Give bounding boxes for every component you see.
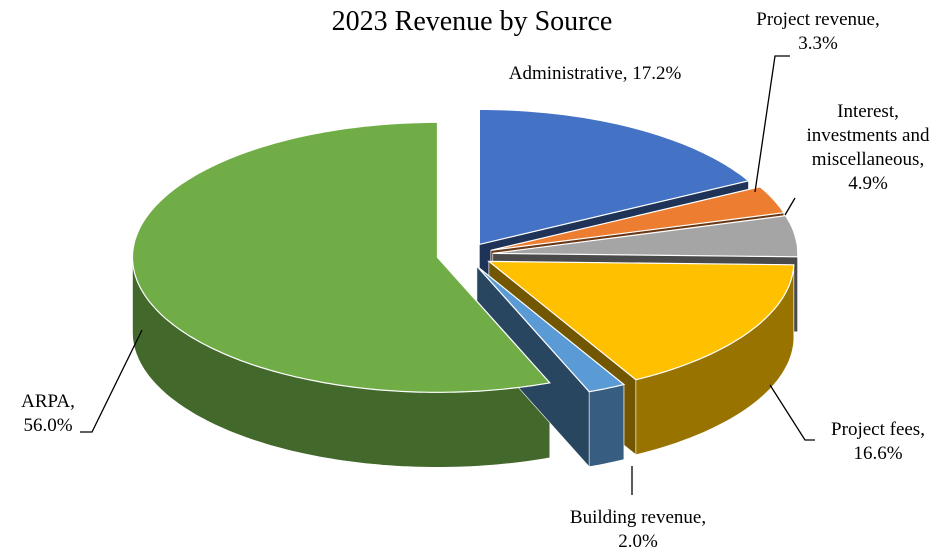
leader-line — [784, 197, 796, 216]
label-category: Project revenue — [756, 9, 875, 30]
label-separator: , — [920, 419, 925, 440]
data-label: Project fees, 16.6% — [813, 418, 943, 466]
data-label: Administrative, 17.2% — [465, 62, 725, 86]
slice — [487, 260, 795, 381]
label-category: ARPA — [21, 391, 71, 412]
label-value: 17.2% — [632, 63, 682, 84]
label-category: Administrative — [508, 63, 623, 84]
leader-line — [754, 55, 790, 193]
data-label: Interest, investments and miscellaneous,… — [803, 100, 933, 196]
label-category: Project fees — [831, 419, 921, 440]
label-separator: , — [919, 149, 925, 170]
label-separator: , — [874, 9, 880, 30]
data-label: Building revenue, 2.0% — [553, 506, 723, 554]
slice — [131, 121, 551, 393]
label-value: 4.9% — [848, 173, 888, 194]
slice — [492, 215, 799, 258]
data-label: Project revenue, 3.3% — [738, 8, 898, 56]
label-value: 2.0% — [618, 531, 658, 552]
label-separator: , — [701, 507, 707, 528]
leader-line — [769, 384, 815, 441]
label-category: Interest, investments and miscellaneous — [806, 101, 930, 170]
slice — [478, 108, 750, 246]
data-label: ARPA, 56.0% — [13, 390, 83, 438]
leader-line — [80, 329, 143, 433]
label-value: 3.3% — [798, 33, 838, 54]
chart-title: 2023 Revenue by Source — [331, 6, 613, 37]
slice-side — [588, 384, 625, 468]
label-value: 16.6% — [853, 443, 903, 464]
slice — [476, 265, 626, 393]
label-value: 56.0% — [23, 415, 73, 436]
label-separator: , — [622, 63, 628, 84]
slice — [490, 186, 785, 251]
label-category: Building revenue — [569, 507, 702, 528]
label-separator: , — [70, 391, 75, 412]
